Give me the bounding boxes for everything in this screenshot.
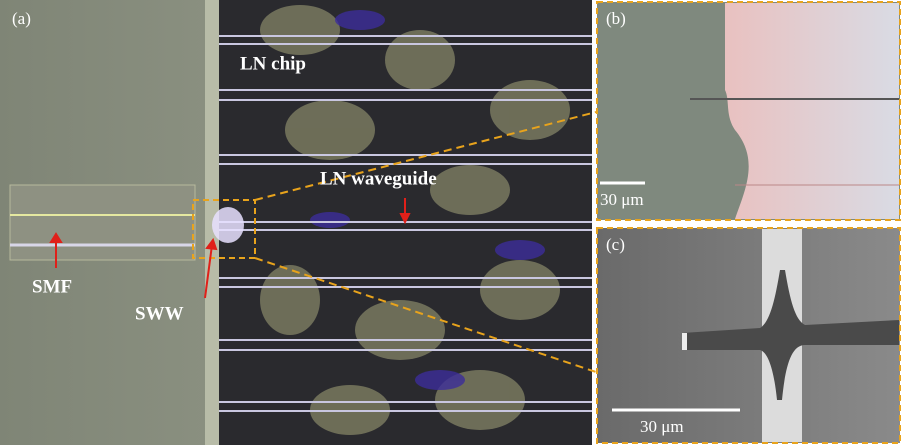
chip-region	[725, 3, 899, 219]
fiber-label: SMF	[32, 276, 72, 297]
scale-label: 30 μm	[600, 190, 644, 209]
wire-label: SWW	[135, 303, 184, 324]
fiber	[10, 185, 195, 260]
panel-label: (c)	[606, 235, 625, 254]
panel-c: (c) 30 μm	[597, 228, 900, 443]
panel-label: (b)	[606, 9, 626, 28]
scale-label: 30 μm	[640, 417, 684, 436]
panel-a: (a) LN chip LN waveguide SMF SWW	[0, 0, 596, 445]
waveguide-label: LN waveguide	[320, 168, 437, 189]
figure: (a) LN chip LN waveguide SMF SWW (b) 30 …	[0, 0, 902, 445]
taper-tip	[682, 333, 687, 350]
chip-label: LN chip	[240, 53, 306, 74]
panel-label: (a)	[12, 9, 31, 28]
coupling-spot	[212, 207, 244, 243]
panel-b: (b) 30 μm	[597, 2, 900, 220]
